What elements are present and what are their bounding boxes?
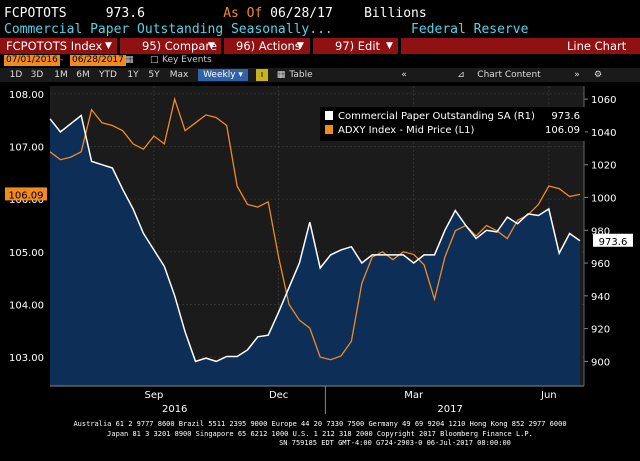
right-tick-label: 920	[591, 325, 610, 336]
zoom-5y-button[interactable]: 5Y	[148, 70, 160, 80]
chevron-down-icon[interactable]: ▼	[105, 41, 112, 51]
legend: Commercial Paper Outstanding SA (R1) 973…	[320, 107, 585, 141]
cp-last-badge: 973.6	[593, 233, 633, 248]
footer-line-2: Japan 81 3 3201 8900 Singapore 65 6212 1…	[107, 430, 533, 438]
right-tick-label: 1000	[591, 193, 616, 204]
right-tick-label: 1060	[591, 95, 616, 106]
zoom-1m-button[interactable]: 1M	[54, 70, 68, 80]
zoom-row: 1D 3D 1M 6M YTD 1Y 5Y Max Weekly ▾ ı ▦ T…	[0, 68, 640, 82]
x-tick-label: Dec	[269, 390, 288, 401]
toolbar-divider	[310, 38, 313, 54]
x-axis-ticks: Sep Dec Mar Jun	[144, 390, 556, 401]
legend-name-adxy: ADXY Index - Mid Price (L1)	[338, 125, 475, 136]
function-toolbar: FCPOTOTS Index ▼ 95) Compare ▼ 96) Actio…	[0, 38, 640, 54]
right-tick-label: 1020	[591, 161, 616, 172]
edit-button[interactable]: 97) Edit	[335, 39, 381, 53]
legend-swatch-adxy	[325, 125, 333, 134]
zoom-6m-button[interactable]: 6M	[76, 70, 90, 80]
right-tick-label: 940	[591, 292, 610, 303]
collapse-chevron-icon[interactable]: «	[401, 70, 407, 80]
year-label: 2016	[162, 404, 187, 415]
as-of-label: As Of	[223, 6, 263, 21]
left-tick-label: 107.00	[9, 143, 44, 154]
zoom-1d-button[interactable]: 1D	[9, 70, 23, 80]
legend-background	[320, 107, 585, 141]
chart-content-button[interactable]: Chart Content	[477, 70, 541, 80]
table-button[interactable]: Table	[289, 70, 313, 80]
left-tick-label: 103.00	[9, 353, 44, 364]
left-tick-label: 106.00	[9, 195, 44, 206]
start-date-field[interactable]: 07/01/2016	[4, 55, 60, 66]
right-tick-label: 980	[591, 226, 610, 237]
toolbar-divider	[398, 38, 401, 54]
zoom-ytd-button[interactable]: YTD	[99, 70, 117, 80]
chevron-down-icon[interactable]: ▼	[386, 41, 393, 51]
calendar-icon[interactable]: ▦	[125, 55, 134, 65]
cp-badge-background	[593, 233, 633, 247]
index-field[interactable]: FCPOTOTS Index	[6, 39, 103, 53]
compare-button[interactable]: 95) Compare	[142, 39, 217, 53]
left-axis-ticks: 103.00 104.00 105.00 106.00 107.00 108.00	[9, 90, 44, 364]
right-tick-label: 1040	[591, 128, 616, 139]
zoom-max-button[interactable]: Max	[169, 70, 189, 80]
zoom-1y-button[interactable]: 1Y	[127, 70, 139, 80]
line-chart-icon[interactable]: ı	[256, 69, 268, 81]
data-source: Federal Reserve	[411, 22, 529, 37]
ticker: FCPOTOTS	[4, 6, 67, 21]
date-range-row: 07/01/2016 - 06/28/2017 ▦ □ Key Events	[0, 55, 640, 67]
settings-gear-icon[interactable]: ⚙	[593, 70, 603, 80]
chevron-down-icon[interactable]: ▼	[208, 41, 215, 51]
cp-badge-value: 973.6	[599, 237, 628, 248]
chart-type-label[interactable]: Line Chart	[567, 39, 627, 53]
table-grid-icon[interactable]: ▦	[276, 70, 286, 80]
frequency-dropdown[interactable]: Weekly ▾	[198, 69, 248, 81]
right-tick-label: 960	[591, 259, 610, 270]
adxy-badge-background	[5, 187, 47, 201]
left-tick-label: 108.00	[9, 90, 44, 101]
zoom-3d-button[interactable]: 3D	[30, 70, 44, 80]
actions-button[interactable]: 96) Actions	[236, 39, 301, 53]
frequency-label: Weekly	[203, 70, 236, 80]
as-of-date: 06/28/17	[270, 6, 333, 21]
adxy-badge-value: 106.09	[9, 190, 44, 201]
footer-line-1: Australia 61 2 9777 8600 Brazil 5511 239…	[73, 420, 567, 428]
legend-name-cp: Commercial Paper Outstanding SA (R1)	[338, 111, 535, 122]
header-line-1: FCPOTOTS 973.6 As Of 06/28/17 Billions	[4, 6, 427, 21]
left-tick-label: 105.00	[9, 248, 44, 259]
legend-value-adxy: 106.09	[545, 125, 580, 136]
chevron-down-icon[interactable]: ▼	[297, 41, 304, 51]
range-dash: -	[60, 55, 64, 65]
adxy-last-badge: 106.09	[5, 187, 47, 201]
legend-swatch-cp	[325, 111, 333, 120]
chart-svg: 103.00 104.00 105.00 106.00 107.00 108.00 900…	[5, 86, 633, 415]
left-tick-label: 104.00	[9, 300, 44, 311]
adxy-series-line	[49, 96, 581, 361]
series-description: Commercial Paper Outstanding Seasonally.…	[4, 22, 333, 37]
x-tick-label: Jun	[540, 390, 557, 401]
units: Billions	[364, 6, 427, 21]
key-events-label: Key Events	[162, 55, 212, 65]
end-date-field[interactable]: 06/28/2017	[70, 55, 126, 66]
cp-series-line	[49, 114, 581, 363]
cp-area-fill	[50, 115, 580, 386]
footer-line-3: SN 759185 EDT GMT-4:00 G724-2903-0 06-Ju…	[279, 439, 511, 447]
chart-content-icon[interactable]: ⊿	[457, 70, 465, 80]
toolbar-divider	[117, 38, 120, 54]
header-line-2: Commercial Paper Outstanding Seasonally.…	[4, 22, 528, 37]
x-tick-label: Mar	[404, 390, 424, 401]
x-tick-label: Sep	[144, 390, 163, 401]
year-labels: 2016 2017	[50, 385, 584, 415]
expand-chevron-icon[interactable]: »	[574, 70, 580, 80]
current-value: 973.6	[105, 6, 145, 21]
key-events-checkbox[interactable]: □	[150, 55, 159, 65]
right-tick-label: 900	[591, 357, 610, 368]
year-label: 2017	[437, 404, 462, 415]
toolbar-divider	[221, 38, 224, 54]
legend-value-cp: 973.6	[551, 111, 580, 122]
